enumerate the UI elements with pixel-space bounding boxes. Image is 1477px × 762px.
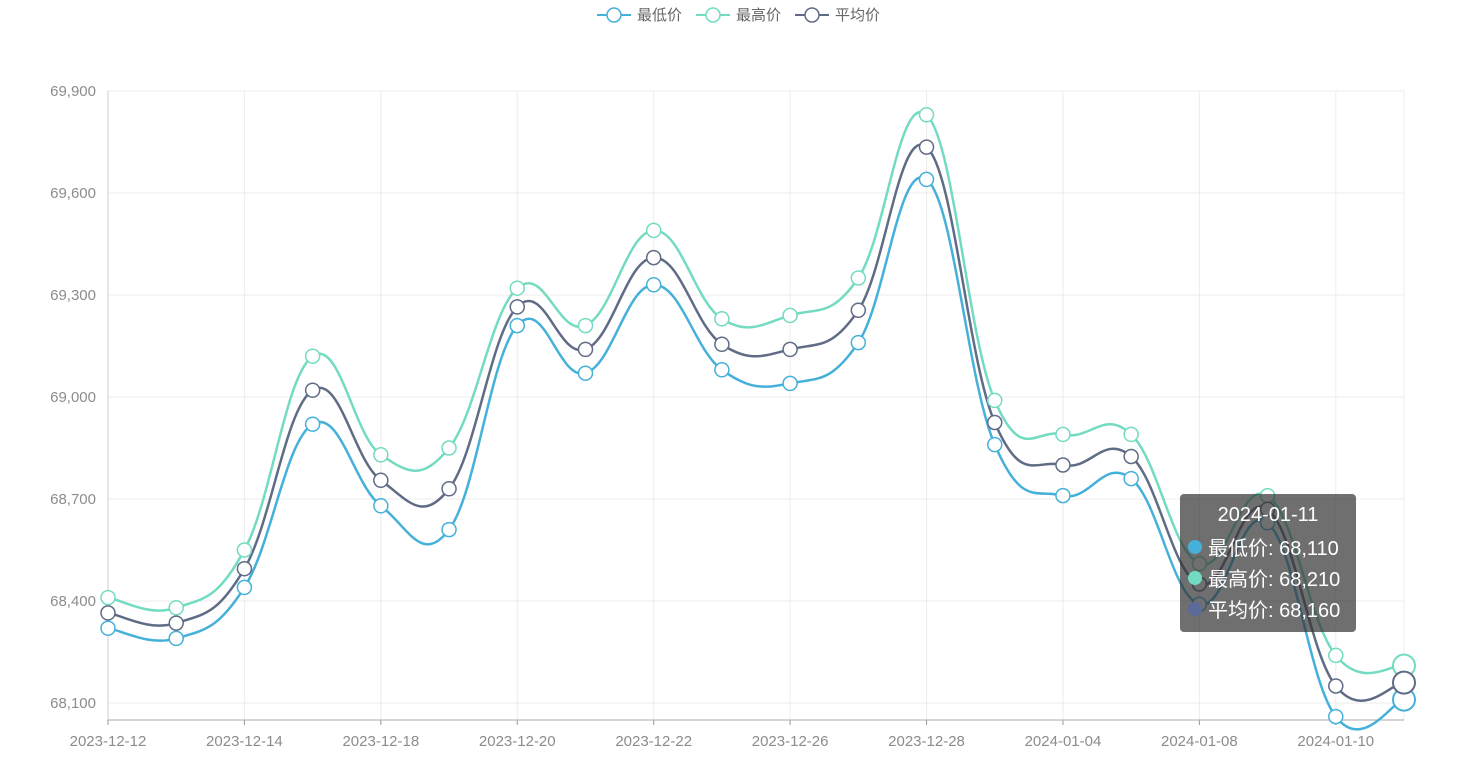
data-point [850, 270, 867, 286]
data-point [441, 440, 457, 456]
data-point [168, 600, 184, 616]
data-point [577, 365, 594, 381]
data-point [373, 472, 389, 489]
data-point [645, 222, 662, 239]
data-point [168, 615, 184, 631]
x-tick-label: 2023-12-28 [888, 733, 965, 750]
data-point [1328, 708, 1344, 725]
x-tick-label: 2024-01-04 [1025, 733, 1102, 750]
y-tick-label: 68,700 [50, 491, 96, 508]
series-dot-icon [1188, 539, 1202, 554]
legend-line-circle-icon [795, 6, 829, 23]
data-point [236, 542, 253, 558]
data-point [714, 311, 730, 327]
data-point [1055, 457, 1071, 473]
data-point [509, 280, 526, 296]
data-point [1123, 448, 1139, 465]
legend-item-avg[interactable]: 平均价 [795, 4, 880, 25]
x-tick-label: 2024-01-08 [1161, 733, 1238, 750]
data-point [304, 416, 321, 432]
x-tick-label: 2023-12-14 [206, 733, 283, 750]
data-point [1123, 426, 1139, 443]
x-tick-label: 2023-12-18 [342, 733, 419, 750]
tooltip-row-avg: 平均价: 68,160 [1188, 593, 1356, 624]
data-point [1328, 647, 1344, 664]
legend: 最低价 最高价 平均价 [0, 4, 1477, 25]
tooltip-row-label: 最高价: 68,210 [1208, 569, 1341, 591]
data-point [236, 560, 253, 577]
data-point [577, 341, 594, 358]
tooltip-title: 2024-01-11 [1217, 504, 1319, 526]
legend-line-circle-icon [695, 6, 730, 23]
data-point [168, 630, 184, 647]
data-point [441, 521, 457, 538]
data-point [918, 139, 935, 155]
data-point [645, 277, 662, 293]
data-point [782, 307, 798, 324]
tooltip-row-label: 最低价: 68,110 [1208, 538, 1339, 560]
data-point [509, 299, 526, 315]
y-tick-label: 69,300 [50, 287, 96, 304]
data-point [100, 620, 116, 636]
data-point [850, 302, 867, 319]
data-point [986, 414, 1003, 431]
data-point [373, 498, 389, 514]
data-point [1055, 426, 1071, 443]
legend-label-avg: 平均价 [835, 7, 881, 24]
y-tick-label: 69,900 [50, 83, 96, 100]
data-point [714, 362, 730, 378]
data-point [304, 348, 321, 364]
data-point [782, 341, 798, 358]
data-point [850, 334, 867, 351]
legend-label-max: 最高价 [735, 7, 781, 24]
data-point [918, 107, 935, 123]
series-dot-icon [1188, 570, 1202, 585]
data-point [236, 579, 253, 596]
data-point [918, 171, 935, 188]
data-point [509, 317, 526, 334]
tooltip: 2024-01-11 最低价: 68,110 最高价: 68,210 平均价: … [1180, 494, 1356, 632]
y-tick-label: 69,600 [50, 185, 96, 202]
tooltip-row-label: 平均价: 68,160 [1208, 600, 1341, 622]
data-point [1123, 470, 1139, 487]
legend-label-min: 最低价 [636, 7, 682, 24]
data-point [1055, 487, 1071, 504]
data-point [100, 589, 116, 606]
data-point [1392, 670, 1416, 695]
x-tick-label: 2023-12-26 [752, 733, 829, 750]
x-tick-label: 2023-12-20 [479, 733, 556, 750]
data-point [577, 317, 594, 334]
data-point [100, 605, 116, 621]
x-tick-label: 2023-12-12 [70, 733, 147, 750]
series-line [107, 176, 1405, 731]
data-point [304, 382, 321, 398]
data-point [986, 436, 1003, 453]
y-tick-label: 69,000 [50, 389, 96, 406]
data-point [1328, 678, 1344, 694]
data-point [441, 481, 457, 497]
y-tick-label: 68,100 [50, 695, 96, 712]
data-point [714, 336, 730, 353]
tooltip-row-max: 最高价: 68,210 [1188, 562, 1356, 593]
x-tick-label: 2023-12-22 [615, 733, 692, 750]
series-dot-icon [1188, 601, 1202, 616]
y-tick-label: 68,400 [50, 593, 96, 610]
legend-line-circle-icon [596, 6, 631, 23]
tooltip-row-min: 最低价: 68,110 [1188, 531, 1356, 562]
legend-item-min[interactable]: 最低价 [596, 4, 682, 25]
data-point [645, 249, 662, 266]
data-point [373, 447, 389, 463]
x-tick-label: 2024-01-10 [1297, 733, 1374, 750]
data-point [782, 375, 798, 392]
data-point [986, 392, 1003, 409]
legend-item-max[interactable]: 最高价 [695, 4, 781, 25]
